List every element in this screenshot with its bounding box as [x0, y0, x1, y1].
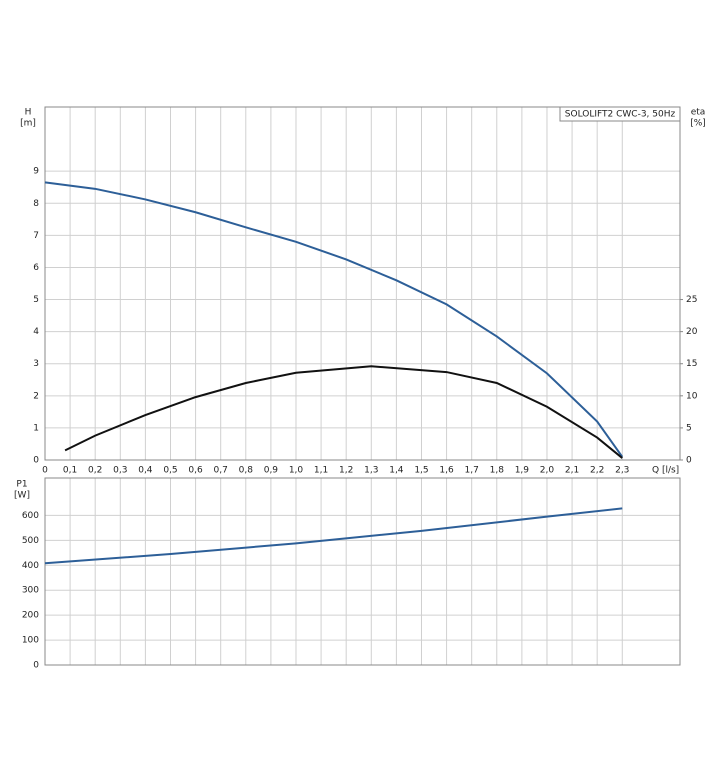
curve	[44, 181, 624, 458]
y2-tick-label: 10	[686, 391, 698, 401]
y-tick-label: 4	[33, 327, 39, 337]
y2-tick-label: 15	[686, 359, 697, 369]
x-tick-label: 2,0	[540, 466, 555, 476]
y-tick-label: 200	[22, 611, 39, 621]
x-tick-label: 0,5	[163, 466, 177, 476]
upper-frame	[44, 106, 681, 461]
lower-frame	[44, 477, 681, 666]
y-tick-label: 0	[33, 456, 39, 466]
y-tick-label: 8	[33, 199, 39, 209]
x-tick-label: 2,3	[615, 466, 629, 476]
y-tick-label: 400	[22, 561, 39, 571]
x-tick-label: 0,6	[188, 466, 203, 476]
y-unit: [m]	[20, 119, 36, 129]
x-tick-label: 2,2	[590, 466, 604, 476]
y2-unit: [%]	[690, 119, 706, 129]
x-tick-label: 2,1	[565, 466, 579, 476]
y-tick-label: 6	[33, 263, 39, 273]
y-tick-label: 100	[22, 636, 39, 646]
x-tick-label: 1,5	[414, 466, 428, 476]
x-tick-label: 1,1	[314, 466, 328, 476]
y2-tick-label: 0	[686, 456, 692, 466]
x-tick-label: 0,2	[88, 466, 102, 476]
y2-tick-label: 20	[686, 327, 698, 337]
y2-tick-label: 25	[686, 295, 697, 305]
x-tick-label: 1,8	[490, 466, 505, 476]
y-tick-label: 2	[33, 391, 39, 401]
x-tick-label: 1,2	[339, 466, 353, 476]
x-tick-label: 0	[42, 466, 48, 476]
chart-title: SOLOLIFT2 CWC-3, 50Hz	[565, 110, 676, 120]
y-tick-label: 9	[33, 167, 39, 177]
x-tick-label: 0,9	[264, 466, 279, 476]
y-tick-label: 1	[33, 423, 39, 433]
x-tick-label: 1,7	[465, 466, 479, 476]
y-tick-label: 0	[33, 661, 39, 671]
y-tick-label: 300	[22, 586, 39, 596]
y-tick-label: 500	[22, 536, 39, 546]
y2-tick-label: 5	[686, 423, 692, 433]
y-tick-label: 3	[33, 359, 39, 369]
x-tick-label: 1,3	[364, 466, 378, 476]
x-tick-label: 0,4	[138, 466, 153, 476]
x-tick-label: 0,3	[113, 466, 127, 476]
y-tick-label: 600	[22, 511, 39, 521]
title-box	[559, 106, 681, 122]
x-tick-label: 1,4	[389, 466, 404, 476]
x-tick-label: 1,6	[439, 466, 454, 476]
x-tick-label: 0,8	[239, 466, 254, 476]
x-tick-label: 1,0	[289, 466, 304, 476]
curve	[44, 507, 623, 565]
y-label: P1	[16, 480, 27, 490]
x-label: Q [l/s]	[652, 466, 679, 476]
y-tick-label: 5	[33, 295, 39, 305]
curve	[64, 365, 623, 459]
y-unit: [W]	[14, 491, 30, 501]
x-tick-label: 0,1	[63, 466, 77, 476]
x-tick-label: 1,9	[515, 466, 530, 476]
y-tick-label: 7	[33, 231, 39, 241]
y-label: H	[25, 108, 32, 118]
x-tick-label: 0,7	[214, 466, 228, 476]
y2-label: eta	[691, 108, 706, 118]
